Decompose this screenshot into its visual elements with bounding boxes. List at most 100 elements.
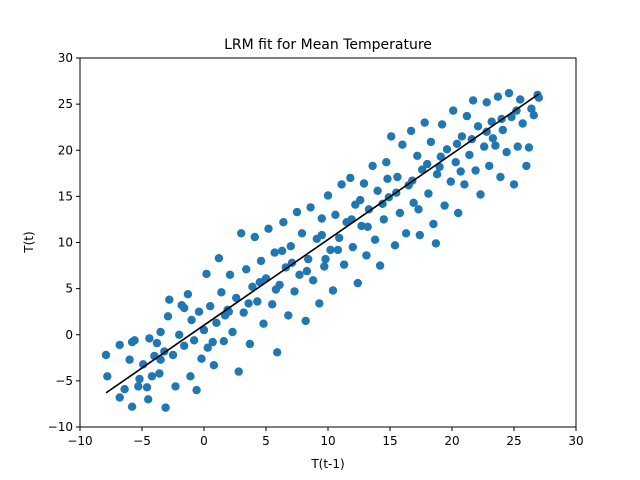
- data-points: [101, 88, 543, 412]
- data-point: [414, 205, 423, 214]
- data-point: [192, 385, 201, 395]
- data-point: [383, 174, 392, 183]
- data-point: [209, 361, 219, 370]
- y-tick-label: 5: [65, 282, 73, 296]
- y-tick-label: 0: [65, 328, 73, 342]
- data-point: [378, 199, 387, 208]
- data-point: [286, 242, 295, 251]
- data-point: [142, 383, 152, 392]
- data-point: [395, 208, 405, 218]
- data-point: [368, 161, 377, 171]
- data-point: [270, 248, 279, 257]
- data-point: [220, 311, 230, 320]
- data-point: [485, 161, 494, 171]
- data-point: [518, 119, 527, 128]
- data-point: [217, 288, 226, 297]
- data-point: [509, 180, 519, 189]
- data-point: [356, 195, 365, 205]
- data-point: [183, 290, 193, 299]
- data-point: [271, 285, 281, 294]
- x-tick-label: 20: [444, 434, 459, 448]
- data-point: [326, 245, 335, 255]
- data-point: [418, 165, 427, 174]
- data-point: [353, 278, 362, 288]
- data-point: [225, 270, 235, 279]
- data-point: [357, 221, 366, 231]
- data-point: [363, 222, 372, 231]
- data-point: [317, 230, 326, 240]
- x-tick-label: −10: [67, 434, 92, 448]
- data-point: [529, 111, 538, 120]
- data-point: [390, 241, 400, 250]
- data-point: [476, 190, 485, 199]
- data-point: [125, 355, 134, 364]
- x-tick-label: 10: [320, 434, 335, 448]
- data-point: [302, 266, 312, 276]
- data-point: [502, 147, 511, 157]
- data-point: [199, 325, 209, 335]
- y-tick-label: 20: [58, 143, 73, 157]
- data-point: [487, 117, 496, 126]
- y-axis-label: T(t): [22, 231, 36, 253]
- data-point: [370, 235, 380, 244]
- data-point: [234, 367, 243, 376]
- data-point: [382, 158, 391, 167]
- data-point: [253, 297, 262, 306]
- data-point: [203, 343, 212, 352]
- data-point: [331, 210, 340, 219]
- data-point: [219, 337, 228, 346]
- data-point: [364, 205, 374, 214]
- data-point: [522, 161, 531, 171]
- data-point: [237, 229, 246, 238]
- data-point: [457, 132, 467, 141]
- data-point: [197, 354, 206, 363]
- y-tick-label: 10: [58, 236, 73, 250]
- data-point: [315, 299, 324, 308]
- y-tick-label: 30: [58, 51, 73, 65]
- data-point: [277, 246, 287, 255]
- data-point: [115, 393, 124, 402]
- data-point: [460, 180, 469, 189]
- data-point: [379, 215, 388, 224]
- data-point: [134, 382, 143, 391]
- data-point: [468, 96, 478, 105]
- x-tick-label: 15: [382, 434, 397, 448]
- data-point: [504, 88, 514, 98]
- data-point: [413, 151, 422, 160]
- data-point: [171, 382, 180, 391]
- x-tick-label: 0: [200, 434, 208, 448]
- data-point: [401, 229, 411, 238]
- data-point: [440, 201, 449, 210]
- x-axis-ticks: −10 −5 0 5 10 15 20 25 30: [67, 427, 584, 448]
- data-point: [442, 145, 452, 154]
- data-point: [297, 229, 307, 238]
- data-point: [130, 336, 139, 345]
- data-point: [152, 338, 162, 348]
- data-point: [462, 111, 472, 121]
- data-point: [393, 172, 402, 182]
- data-point: [168, 350, 178, 360]
- data-point: [304, 254, 313, 264]
- data-point: [268, 300, 277, 309]
- data-point: [232, 293, 241, 303]
- data-point: [387, 132, 396, 141]
- y-tick-label: −5: [55, 374, 73, 388]
- data-point: [335, 233, 344, 243]
- data-point: [320, 262, 329, 271]
- x-tick-label: −5: [133, 434, 151, 448]
- data-point: [337, 180, 346, 189]
- data-point: [527, 104, 536, 113]
- data-point: [256, 256, 266, 266]
- data-point: [493, 92, 503, 101]
- data-point: [273, 348, 282, 357]
- x-tick-label: 25: [506, 434, 521, 448]
- data-point: [339, 260, 349, 269]
- data-point: [287, 258, 297, 267]
- data-point: [120, 385, 129, 394]
- data-point: [449, 106, 458, 115]
- data-point: [248, 282, 257, 291]
- data-point: [194, 307, 204, 316]
- data-point: [144, 395, 153, 404]
- data-point: [452, 139, 462, 148]
- data-point: [295, 270, 304, 279]
